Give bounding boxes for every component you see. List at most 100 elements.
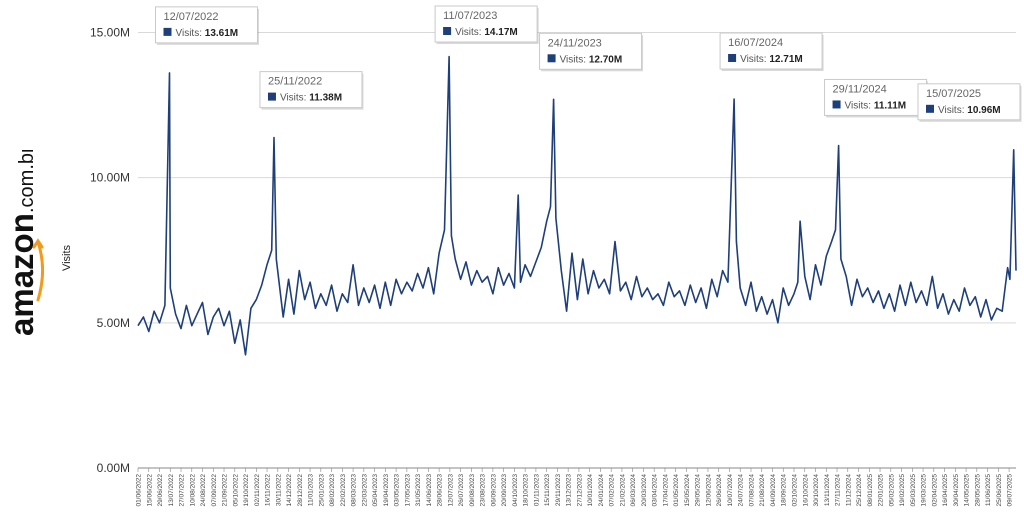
y-axis-label: Visits [61, 244, 73, 271]
x-tick-label: 15/11/2023 [544, 474, 551, 506]
legend-swatch [728, 54, 737, 62]
x-tick-label: 17/05/2023 [404, 474, 411, 507]
x-tick-label: 21/02/2024 [619, 474, 626, 507]
x-tick-label: 10/08/2022 [189, 474, 196, 507]
tooltip-date: 15/07/2025 [926, 88, 981, 100]
legend-swatch [267, 92, 276, 101]
tooltip-label: Visits: 13.61M [175, 28, 238, 39]
x-tick-label: 02/04/2025 [931, 474, 938, 507]
x-tick-label: 24/08/2022 [200, 474, 207, 507]
x-tick-label: 26/07/2023 [458, 474, 465, 507]
series-visits [137, 55, 1017, 356]
tooltip: 24/11/2023 Visits: 12.70M [539, 32, 644, 72]
x-tick-label: 28/05/2025 [974, 474, 981, 507]
tooltip-box [719, 32, 823, 70]
legend-swatch [926, 104, 934, 113]
x-tick-label: 03/04/2024 [652, 474, 659, 507]
legend-swatch [547, 54, 556, 63]
amazon-logo: amazon .com.br [3, 150, 44, 336]
tooltip-value: 12.71M [769, 54, 802, 65]
x-tick-label: 18/10/2023 [523, 474, 530, 507]
x-tick-label: 05/03/2025 [910, 474, 917, 507]
x-tick-label: 30/10/2024 [813, 474, 820, 507]
x-tick-label: 06/03/2024 [630, 474, 637, 507]
x-tick-label: 13/12/2023 [566, 474, 573, 507]
tooltip-value: 11.11M [874, 100, 906, 111]
tooltip-label: Visits: 14.17M [455, 27, 518, 38]
x-tick-label: 05/02/2025 [888, 474, 895, 507]
x-tick-label: 24/07/2024 [738, 474, 745, 507]
x-tick-label: 27/12/2023 [576, 474, 583, 507]
x-tick-label: 01/06/2022 [136, 474, 143, 507]
tooltip-value: 13.61M [205, 28, 238, 39]
x-tick-label: 22/02/2023 [340, 474, 347, 507]
x-tick-label: 01/11/2023 [533, 474, 540, 506]
x-tick-label: 29/06/2022 [157, 474, 164, 507]
y-tick-label: 5.00M [97, 316, 130, 330]
x-tick-label: 31/05/2023 [415, 474, 422, 507]
x-tick-label: 23/08/2023 [480, 474, 487, 507]
x-tick-label: 02/11/2022 [254, 474, 261, 506]
x-tick-label: 07/08/2024 [748, 474, 755, 507]
x-tick-label: 20/03/2024 [641, 474, 648, 507]
x-tick-label: 11/06/2025 [985, 474, 992, 506]
x-tick-label: 28/12/2022 [297, 474, 304, 507]
x-tick-label: 19/03/2025 [921, 474, 928, 507]
x-axis: 01/06/2022 15/06/2022 29/06/2022 13/07/2022… [136, 467, 1016, 507]
x-tick-label: 22/03/2023 [361, 474, 368, 507]
x-tick-label: 10/01/2024 [587, 474, 594, 507]
x-tick-label: 10/07/2024 [727, 474, 734, 507]
x-tick-label: 30/11/2022 [275, 474, 282, 506]
x-tick-label: 16/04/2025 [942, 474, 949, 507]
x-tick-label: 05/10/2022 [232, 474, 239, 507]
x-tick-label: 19/10/2022 [243, 474, 250, 507]
x-tick-label: 21/08/2024 [759, 474, 766, 507]
x-tick-label: 29/05/2024 [695, 474, 702, 507]
x-tick-label: 29/11/2023 [555, 474, 562, 506]
x-tick-label: 13/07/2022 [168, 474, 175, 507]
x-tick-label: 27/11/2024 [835, 474, 842, 506]
logo-wordmark: amazon [3, 213, 40, 336]
x-tick-label: 01/05/2024 [673, 474, 680, 507]
x-tick-label: 03/05/2023 [394, 474, 401, 507]
legend-swatch [163, 27, 172, 36]
tooltip-box [539, 32, 643, 70]
tooltip: 12/07/2022 Visits: 13.61M [154, 6, 259, 45]
tooltip-label: Visits: 11.11M [845, 100, 907, 111]
tooltip-value: 14.17M [484, 27, 517, 38]
x-tick-label: 11/12/2024 [845, 474, 852, 506]
tooltip-date: 25/11/2022 [268, 76, 322, 88]
tooltip-value: 12.70M [589, 54, 622, 65]
x-tick-label: 14/12/2022 [286, 474, 293, 507]
tooltip: 16/07/2024 Visits: 12.71M [719, 32, 824, 71]
tooltip-date: 16/07/2024 [728, 37, 783, 49]
x-tick-label: 07/02/2024 [609, 474, 616, 507]
tooltip-label: Visits: 11.38M [280, 93, 342, 104]
x-tick-label: 18/09/2024 [781, 474, 788, 507]
tooltip: 15/07/2025 Visits: 10.96M [917, 83, 1022, 122]
x-tick-label: 25/06/2025 [996, 474, 1003, 507]
x-tick-label: 14/05/2025 [964, 474, 971, 507]
x-tick-label: 19/02/2025 [899, 474, 906, 507]
tooltip-label: Visits: 10.96M [938, 105, 1001, 116]
tooltip: 11/07/2023 Visits: 14.17M [434, 5, 539, 44]
tooltip-value: 11.38M [309, 93, 342, 104]
tooltip: 25/11/2022 Visits: 11.38M [259, 71, 364, 110]
y-tick-label: 15.00M [90, 26, 130, 40]
tooltip-date: 29/11/2024 [833, 83, 887, 95]
tooltip-date: 12/07/2022 [163, 11, 218, 23]
x-tick-label: 24/01/2024 [598, 474, 605, 507]
x-tick-label: 21/09/2022 [222, 474, 229, 507]
legend-swatch [832, 100, 841, 109]
tooltip-box [917, 83, 1021, 121]
x-tick-label: 04/09/2024 [770, 474, 777, 507]
x-tick-label: 28/06/2023 [437, 474, 444, 507]
y-tick-label: 0.00M [97, 461, 130, 475]
x-tick-label: 26/06/2024 [716, 474, 723, 507]
x-tick-label: 08/02/2023 [329, 474, 336, 507]
tooltip-value: 10.96M [967, 105, 1000, 116]
x-tick-label: 16/11/2022 [265, 474, 272, 506]
x-tick-label: 22/01/2025 [878, 474, 885, 507]
x-tick-label: 17/04/2024 [662, 474, 669, 507]
